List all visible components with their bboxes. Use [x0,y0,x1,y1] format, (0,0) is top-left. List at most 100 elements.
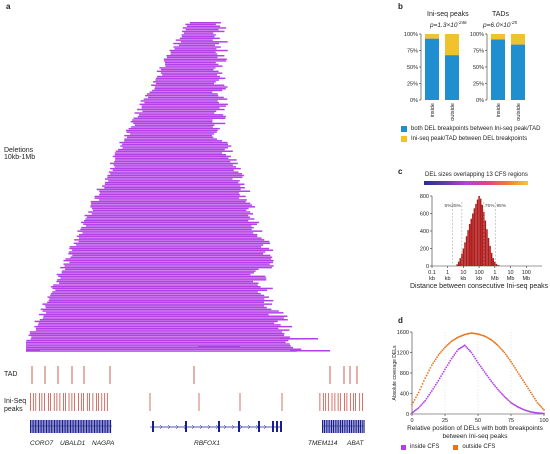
gene-exon [358,420,360,433]
panel-c-chart: 02004006008000.1kb1kb10kb100kb1Mb10Mb100… [420,194,542,282]
outside-cfs-point [492,341,495,343]
x-tick-unit: kb [429,276,435,282]
panel-b-left-pvalue-exp: -246 [457,20,467,25]
outside-cfs-point [523,381,526,384]
outside-cfs-point [415,396,417,399]
deletion-bar [169,49,228,52]
outside-cfs-point [519,375,522,377]
deletion-bar [173,46,221,48]
outside-cfs-point [440,351,442,353]
y-tick-label: 25% [473,82,484,88]
inside-cfs-point [506,398,508,400]
inside-cfs-point [467,348,470,351]
bar-segment-yellow [491,34,505,40]
deletion-bar [36,327,279,330]
deletion-bar [61,270,256,272]
gene-exon [62,420,64,433]
y-tick-label: 0% [410,98,418,104]
deletion-bar [182,30,225,33]
percentile-label: 25% [451,203,461,209]
deletion-bar [149,91,213,93]
panel-d-xlabel: Relative position of DELs with both brea… [401,425,549,441]
gene-exon [54,420,56,433]
gene-exon [66,420,68,433]
inside-cfs-point [510,401,512,404]
outside-cfs-point [541,407,544,410]
outside-cfs-point [413,398,416,401]
gene-exon [343,420,345,433]
deletion-bar [76,235,258,238]
deletion-bar [99,192,240,194]
gene-exon [81,420,83,433]
y-tick-label: 75% [473,49,484,55]
deletion-bar [86,225,252,227]
gene-label-ubald1: UBALD1 [60,440,86,447]
bar-segment-blue [511,44,525,100]
x-tick-label: 1 [446,270,449,276]
deletion-bar [131,126,213,128]
deletion-bar [152,89,223,92]
deletion-bar [85,218,255,220]
gene-exon [42,420,44,433]
gene-exon [74,420,76,433]
gene-exon [336,420,338,433]
x-tick-label: 10 [460,270,466,276]
inside-cfs-point [449,359,452,362]
deletion-bar [38,313,269,316]
outside-cfs-point [446,344,449,346]
deletion-bar [146,93,218,95]
x-tick-label: 0 [410,418,413,424]
deletion-bar [90,204,252,206]
inside-cfs-point [413,410,416,412]
histogram-bar [464,242,466,267]
gene-exon [329,420,331,433]
deletion-bar [63,263,270,265]
legend-outside-text: outside CFS [462,444,496,450]
deletion-bar [114,160,231,163]
deletion-bar [91,202,251,205]
deletion-bar [92,209,247,212]
deletion-bar [124,134,212,137]
histogram-bar [456,264,458,266]
deletion-bar [108,180,240,182]
inside-cfs-point [419,405,421,408]
deletion-bar [94,197,240,199]
deletion-bar [65,268,259,271]
inside-cfs-point [504,396,507,399]
panel-d-xlabel-line2: between Ini-seq peaks [442,433,508,440]
panel-d-letter: d [398,316,403,325]
outside-cfs-point [470,332,473,334]
panel-b-chart: 0% 25% 50% 75% 100% inside outside 0% 25% 50% 75% 1… [404,32,525,121]
deletion-bar [142,110,217,113]
deletion-bar [99,193,240,196]
gene-exon [87,420,89,433]
bar-segment-blue [491,39,505,100]
histogram-bar [462,248,465,266]
deletion-bar [182,27,227,29]
deletion-bar [26,343,290,345]
deletion-bar [122,147,228,149]
deletions-label-line2: 10kb-1Mb [4,154,36,161]
deletion-bar [185,28,219,31]
deletion-bar [134,112,215,114]
deletion-bar [34,320,278,323]
x-tick-label: 100 [539,418,548,424]
gene-exon [97,420,99,433]
inside-cfs-point [462,345,465,348]
deletion-bar [68,251,266,253]
deletion-bar [34,325,293,328]
histogram-bar [481,204,483,266]
gene-exon [331,420,333,433]
outside-cfs-point [537,403,540,406]
y-tick-label: 400 [400,392,409,398]
deletion-bar [84,214,249,217]
outside-cfs-point [419,388,421,391]
legend-blue-swatch [401,126,407,132]
inside-cfs-point [514,404,516,407]
outside-cfs-point [424,377,427,380]
inside-cfs-point [436,381,438,384]
gene-exon [50,420,52,433]
gene-exon [103,420,105,433]
inside-cfs-point [533,411,536,414]
deletion-bar [104,181,239,184]
